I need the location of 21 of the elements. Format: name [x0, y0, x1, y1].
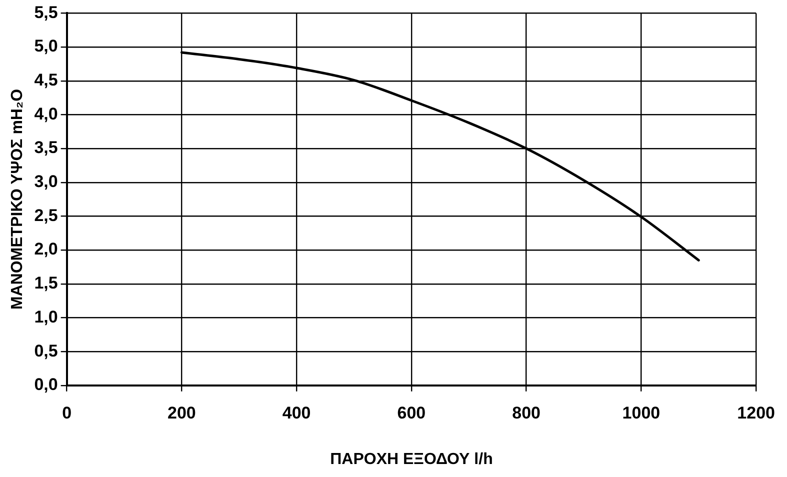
y-tick-label: 2,5: [34, 206, 58, 225]
y-tick-label: 3,5: [34, 138, 58, 158]
y-tick-label: 0,5: [34, 341, 58, 360]
x-axis-title: ΠΑΡΟΧΗ ΕΞΟΔΟΥ l/h: [330, 450, 493, 468]
y-tick-label: 0,0: [34, 375, 58, 394]
y-tick-label: 3,0: [34, 172, 58, 192]
y-axis-title: ΜΑΝΟΜΕΤΡΙΚΟ ΥΨΟΣ mH₂O: [9, 88, 26, 310]
y-tick-label: 4,0: [34, 104, 58, 124]
x-tick-label: 800: [512, 403, 541, 422]
x-tick-label: 200: [168, 403, 196, 422]
x-tick-label: 0: [62, 403, 72, 422]
x-tick-label: 400: [282, 403, 311, 422]
y-tick-label: 1,5: [34, 274, 58, 293]
x-tick-label: 600: [397, 403, 426, 422]
y-tick-label: 4,5: [34, 70, 58, 90]
y-tick-label: 5,5: [34, 2, 58, 22]
x-tick-label: 1200: [737, 403, 776, 422]
x-tick-label: 1000: [622, 403, 660, 422]
y-tick-label: 2,0: [34, 240, 58, 259]
y-tick-label: 5,0: [34, 36, 58, 56]
y-tick-label: 1,0: [34, 307, 58, 326]
